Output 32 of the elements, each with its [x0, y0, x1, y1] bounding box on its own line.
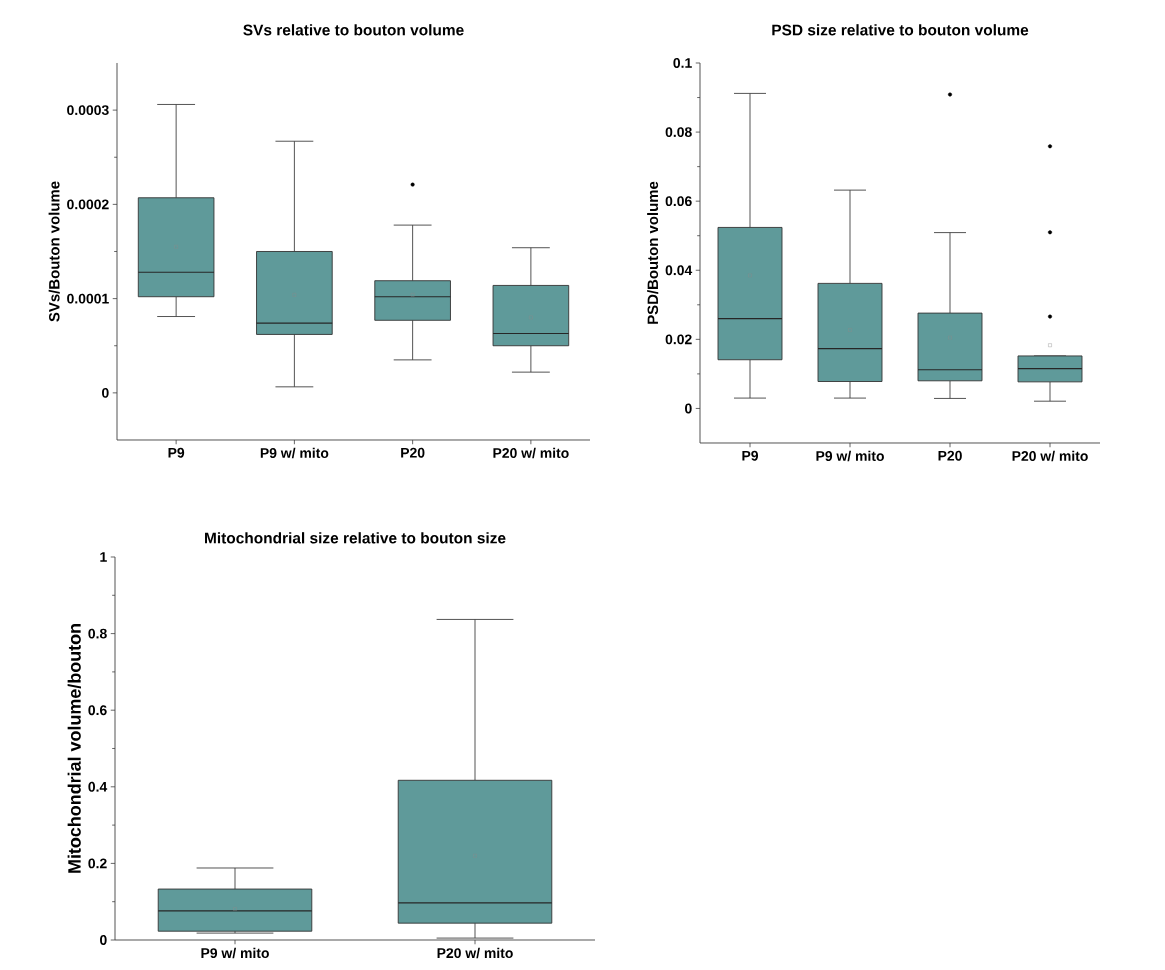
- chart-title: Mitochondrial size relative to bouton size: [205, 532, 506, 544]
- x-tick-label: P9: [742, 450, 759, 461]
- y-tick-label: 0: [100, 935, 107, 945]
- y-axis-title: SVs/Bouton volume: [48, 181, 60, 322]
- x-tick-label: P20: [401, 447, 425, 458]
- y-axis-title: PSD/Bouton volume: [647, 181, 659, 324]
- y-tick-label: 0.4: [88, 781, 108, 792]
- y-tick-label: 0.02: [665, 334, 692, 345]
- y-tick-label: 0.06: [665, 196, 692, 207]
- y-tick-label: 0: [102, 387, 109, 398]
- x-tick-label: P20 w/ mito: [493, 447, 569, 459]
- x-tick-label: P9: [168, 447, 185, 458]
- y-tick-label: 0.0001: [67, 293, 109, 304]
- x-tick-label: P9 w/ mito: [260, 447, 329, 459]
- chart-title: PSD size relative to bouton volume: [772, 24, 1029, 36]
- x-tick-label: P20 w/ mito: [1012, 450, 1088, 462]
- y-tick-label: 0.0002: [67, 199, 109, 210]
- x-tick-label: P20: [938, 450, 962, 461]
- x-tick-label: P20 w/ mito: [437, 947, 513, 959]
- y-axis-title: Mitochondrial volume/bouton: [67, 624, 81, 873]
- chart-title: SVs relative to bouton volume: [243, 24, 464, 36]
- y-tick-label: 0.2: [88, 858, 107, 869]
- y-tick-label: 0.6: [88, 705, 107, 716]
- x-tick-label: P9 w/ mito: [201, 947, 269, 959]
- y-tick-label: 0.0003: [67, 105, 109, 116]
- y-tick-label: 0.04: [665, 265, 693, 276]
- y-tick-label: 1: [100, 552, 107, 562]
- y-tick-label: 0.08: [665, 127, 692, 138]
- x-tick-label: P9 w/ mito: [816, 450, 884, 462]
- y-tick-label: 0.8: [88, 628, 107, 639]
- y-tick-label: 0.1: [673, 58, 692, 68]
- y-tick-label: 0: [685, 403, 692, 414]
